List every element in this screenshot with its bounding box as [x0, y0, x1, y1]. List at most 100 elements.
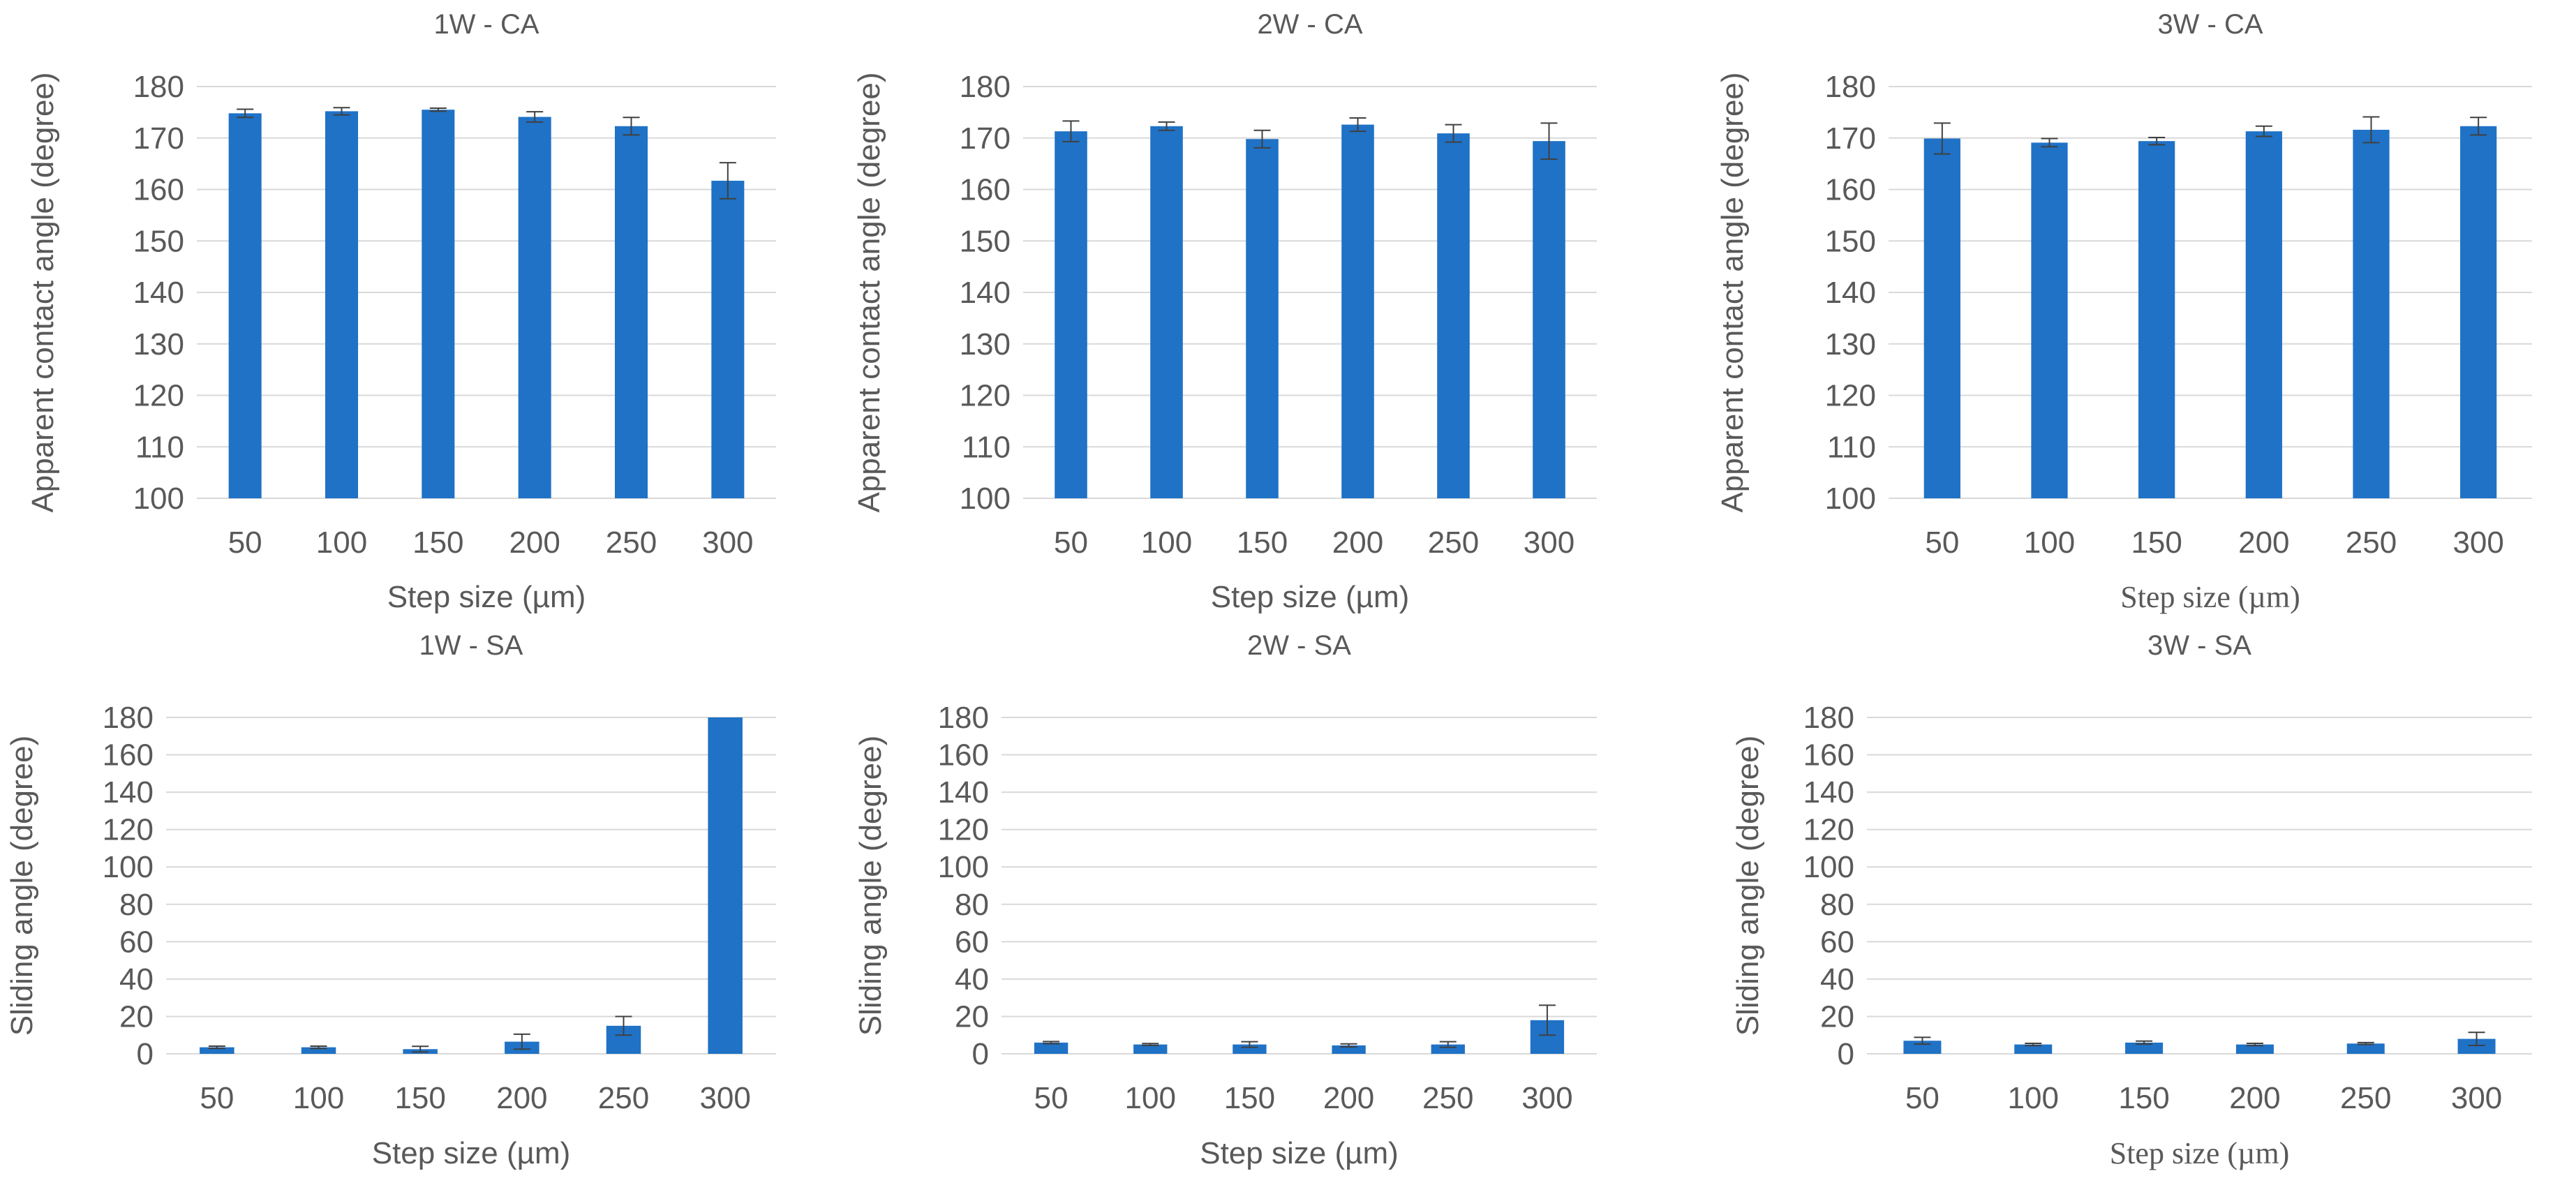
y-tick-label: 60: [955, 925, 989, 959]
y-tick-label: 80: [1820, 888, 1854, 922]
bar: [2457, 1038, 2496, 1054]
bar: [200, 1047, 234, 1054]
y-tick-label: 110: [1827, 430, 1876, 464]
y-axis-title: Sliding angle (degree): [1731, 736, 1765, 1036]
y-tick-label: 110: [962, 430, 1011, 464]
x-tick-label: 50: [200, 1081, 234, 1115]
y-tick-label: 170: [133, 121, 184, 156]
bar: [1246, 139, 1279, 499]
y-tick-label: 180: [133, 70, 184, 104]
bar: [518, 117, 551, 498]
y-tick-label: 140: [938, 775, 989, 810]
y-tick-label: 60: [119, 925, 154, 959]
y-tick-label: 20: [119, 999, 154, 1034]
bar: [1903, 1041, 1942, 1054]
x-tick-label: 200: [2229, 1081, 2280, 1115]
bar: [1133, 1044, 1168, 1054]
bar: [1150, 126, 1183, 499]
x-tick-label: 50: [1054, 526, 1088, 560]
y-tick-label: 100: [1803, 850, 1854, 884]
y-tick-label: 140: [1825, 276, 1876, 310]
chart-2: 100 110 120 130 140 150 160 170 180 50 100 150 200 25…: [852, 9, 1597, 614]
y-tick-label: 120: [1825, 379, 1876, 413]
x-tick-label: 100: [1141, 526, 1192, 560]
chart-title: 1W - CA: [433, 9, 539, 40]
x-tick-label: 250: [2340, 1081, 2391, 1115]
x-tick-label: 300: [2451, 1081, 2502, 1115]
x-tick-label: 100: [2008, 1081, 2059, 1115]
bar: [2460, 126, 2497, 499]
y-tick-label: 0: [1838, 1037, 1854, 1071]
x-tick-label: 100: [316, 526, 367, 560]
x-axis-title: Step size (µm): [2120, 580, 2300, 614]
y-tick-label: 100: [103, 850, 154, 884]
y-tick-label: 140: [960, 276, 1011, 310]
y-tick-label: 160: [960, 173, 1011, 207]
y-tick-label: 180: [938, 701, 989, 735]
y-tick-label: 120: [960, 379, 1011, 413]
bar: [2245, 131, 2282, 499]
bar: [1034, 1042, 1069, 1054]
bar: [228, 113, 262, 499]
y-tick-label: 160: [938, 738, 989, 773]
x-tick-label: 150: [1237, 526, 1288, 560]
bar: [1533, 141, 1565, 499]
x-tick-label: 250: [2346, 526, 2397, 560]
y-tick-label: 160: [1803, 738, 1854, 773]
x-tick-label: 300: [2452, 526, 2503, 560]
x-tick-label: 100: [2024, 526, 2075, 560]
x-axis-title: Step size (µm): [1200, 1136, 1399, 1170]
y-tick-label: 180: [1803, 701, 1854, 735]
bar: [1341, 124, 1374, 498]
bar: [2235, 1044, 2274, 1054]
x-tick-label: 250: [606, 526, 657, 560]
y-tick-label: 140: [103, 775, 154, 810]
x-tick-label: 150: [2131, 526, 2182, 560]
y-axis-title: Sliding angle (degree): [854, 736, 888, 1036]
bar: [2353, 129, 2390, 498]
bar: [325, 111, 359, 498]
y-tick-label: 40: [119, 962, 154, 997]
x-tick-label: 50: [1905, 1081, 1940, 1115]
chart-title: 3W - CA: [2157, 9, 2263, 40]
bar: [301, 1047, 336, 1054]
y-axis-title: Apparent contact angle (degree): [26, 72, 60, 512]
x-tick-label: 150: [2118, 1081, 2169, 1115]
bar: [1437, 133, 1470, 499]
y-tick-label: 140: [133, 276, 184, 310]
chart-title: 2W - CA: [1257, 9, 1362, 40]
x-tick-label: 50: [1034, 1081, 1069, 1115]
x-tick-label: 50: [1925, 526, 1959, 560]
y-tick-label: 120: [1803, 813, 1854, 847]
x-tick-label: 200: [496, 1081, 547, 1115]
bar: [614, 126, 648, 499]
y-tick-label: 100: [938, 850, 989, 884]
y-axis-title: Apparent contact angle (degree): [1715, 72, 1750, 512]
x-tick-label: 150: [394, 1081, 445, 1115]
x-axis-title: Step size (µm): [387, 580, 586, 614]
x-tick-label: 300: [702, 526, 753, 560]
bar: [2014, 1044, 2053, 1054]
bar: [711, 180, 745, 498]
chart-title: 2W - SA: [1247, 630, 1351, 661]
y-tick-label: 40: [1820, 962, 1854, 997]
x-tick-label: 100: [293, 1081, 344, 1115]
y-axis-title: Sliding angle (degree): [5, 736, 39, 1036]
bar: [708, 717, 743, 1054]
y-tick-label: 80: [119, 888, 154, 922]
x-tick-label: 300: [699, 1081, 750, 1115]
x-tick-label: 100: [1125, 1081, 1176, 1115]
y-tick-label: 80: [955, 888, 989, 922]
y-tick-label: 0: [972, 1037, 989, 1071]
y-tick-label: 100: [960, 482, 1011, 516]
y-tick-label: 150: [960, 224, 1011, 258]
y-tick-label: 0: [137, 1037, 154, 1071]
y-tick-label: 120: [103, 813, 154, 847]
bar: [1055, 131, 1087, 499]
x-tick-label: 300: [1521, 1081, 1572, 1115]
y-axis-title: Apparent contact angle (degree): [852, 72, 886, 512]
bar: [2031, 142, 2068, 498]
